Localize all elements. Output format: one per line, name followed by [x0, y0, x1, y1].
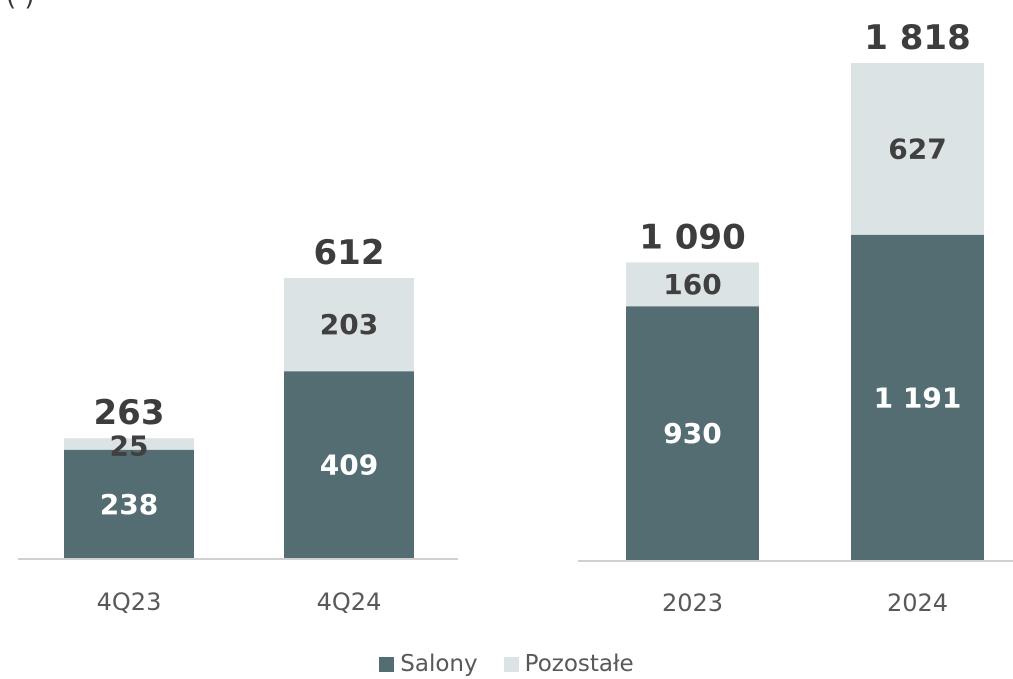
data-label-salony-4q23: 238: [100, 488, 158, 521]
category-label-2024: 2024: [887, 589, 948, 617]
data-label-pozostae-4q23: 25: [110, 429, 149, 462]
data-label-salony-2023: 930: [663, 417, 721, 450]
category-label-4q24: 4Q24: [317, 588, 382, 616]
data-label-salony-4q24: 409: [320, 449, 378, 482]
bar-salony-2023: [626, 306, 759, 561]
bar-pozostae-4q23: [64, 438, 194, 450]
bar-pozostae-2024: [851, 63, 984, 235]
total-label-2024: 1 818: [864, 18, 970, 58]
legend-swatch-pozostale: [503, 656, 519, 672]
clipped-title-fragment: ( ): [6, 0, 35, 12]
data-label-pozostae-2024: 627: [888, 132, 946, 165]
total-label-4q24: 612: [314, 233, 385, 273]
bar-salony-4q23: [64, 449, 194, 559]
category-label-4q23: 4Q23: [97, 588, 162, 616]
bar-salony-2024: [851, 234, 984, 561]
legend-label-salony: Salony: [400, 651, 478, 677]
legend-item-salony: Salony: [379, 649, 478, 679]
bar-salony-4q24: [284, 371, 414, 559]
total-label-2023: 1 090: [639, 217, 745, 257]
data-label-salony-2024: 1 191: [874, 381, 962, 414]
legend-label-pozostale: Pozostałe: [524, 651, 634, 677]
legend-item-pozostale: Pozostałe: [503, 649, 634, 679]
legend-swatch-salony: [379, 656, 395, 672]
bar-pozostae-2023: [626, 262, 759, 307]
bar-pozostae-4q24: [284, 278, 414, 372]
total-label-4q23: 263: [94, 393, 165, 433]
data-label-pozostae-4q24: 203: [320, 308, 378, 341]
category-label-2023: 2023: [662, 589, 723, 617]
legend: Salony Pozostałe: [0, 649, 1013, 679]
data-label-pozostae-2023: 160: [663, 268, 721, 301]
